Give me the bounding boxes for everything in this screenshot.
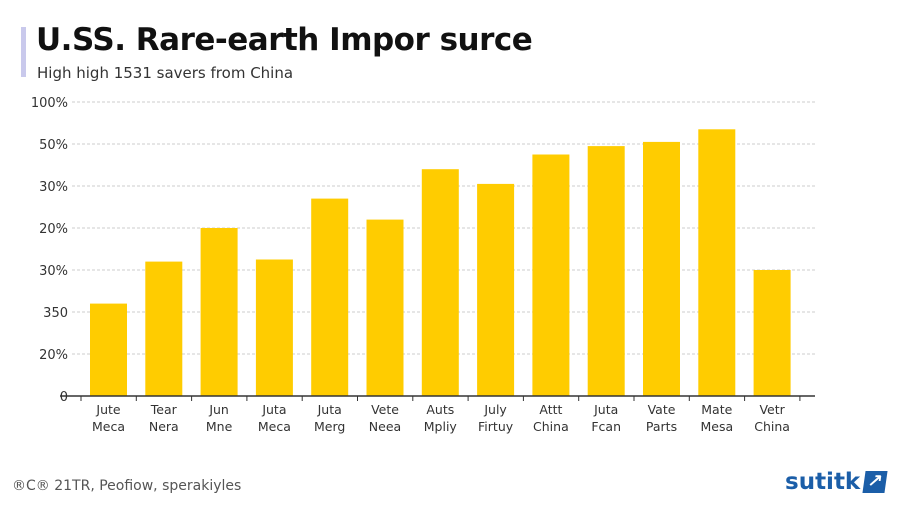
y-tick-label: 30% (39, 180, 68, 195)
bar (200, 228, 238, 396)
x-tick-label: Tear (150, 402, 178, 417)
x-tick-label: China (533, 419, 569, 434)
x-tick-label: Vetr (759, 402, 785, 417)
brand-logo: sutitk ↗ (785, 469, 888, 495)
x-tick-label: July (483, 402, 507, 417)
bar (532, 154, 570, 396)
y-tick-label: 20% (39, 348, 68, 363)
x-tick-label: China (754, 419, 790, 434)
title-accent-bar (21, 27, 26, 77)
y-tick-label: 350 (43, 306, 68, 321)
footer-credits: ®C® 21TR, Peofiow, sperakiyles (12, 478, 242, 494)
bar-chart: 0 20% 350 30% 20% 30% 50% 100% Jute Meca Tear Nera J… (31, 96, 815, 434)
x-tick-label: Neea (369, 419, 401, 434)
bar (311, 198, 349, 396)
chart-title: U.SS. Rare-earth Impor surce (36, 22, 533, 58)
x-tick-label: Firtuy (478, 419, 514, 434)
bar (145, 261, 183, 396)
y-tick-label: 30% (39, 264, 68, 279)
x-tick-label: Auts (426, 402, 454, 417)
y-tick-label: 0 (60, 390, 68, 405)
x-tick-label: Vete (371, 402, 399, 417)
x-tick-label: Fcan (591, 419, 621, 434)
bar (643, 141, 680, 396)
x-tick-label: Mate (701, 402, 732, 417)
x-tick-label: Attt (539, 402, 562, 417)
x-tick-label: Jute (95, 402, 121, 417)
x-tick-label: Merg (314, 419, 345, 434)
x-tick-label: Mesa (700, 419, 733, 434)
logo-arrow-icon: ↗ (862, 471, 888, 493)
chart-subtitle: High high 1531 savers from China (37, 64, 294, 82)
x-tick-label: Meca (92, 419, 125, 434)
bar (753, 270, 791, 396)
bar (421, 169, 459, 396)
bar (477, 183, 515, 396)
bar (587, 146, 625, 396)
bar (90, 303, 127, 396)
y-tick-label: 50% (39, 138, 68, 153)
x-tick-label: Juta (261, 402, 286, 417)
logo-text: sutitk (785, 469, 861, 495)
x-tick-label: Nera (149, 419, 179, 434)
y-tick-label: 20% (39, 222, 68, 237)
bar (366, 219, 404, 396)
bar (698, 129, 736, 397)
x-tick-label: Juta (593, 402, 618, 417)
x-tick-label: Juta (317, 402, 342, 417)
x-tick-label: Mne (206, 419, 233, 434)
x-tick-label: Mpliy (424, 419, 458, 434)
y-tick-label: 100% (31, 96, 68, 111)
x-tick-label: Meca (258, 419, 291, 434)
x-tick-label: Parts (646, 419, 677, 434)
x-tick-label: Jun (208, 402, 229, 417)
bar (255, 259, 293, 396)
x-tick-label: Vate (648, 402, 676, 417)
